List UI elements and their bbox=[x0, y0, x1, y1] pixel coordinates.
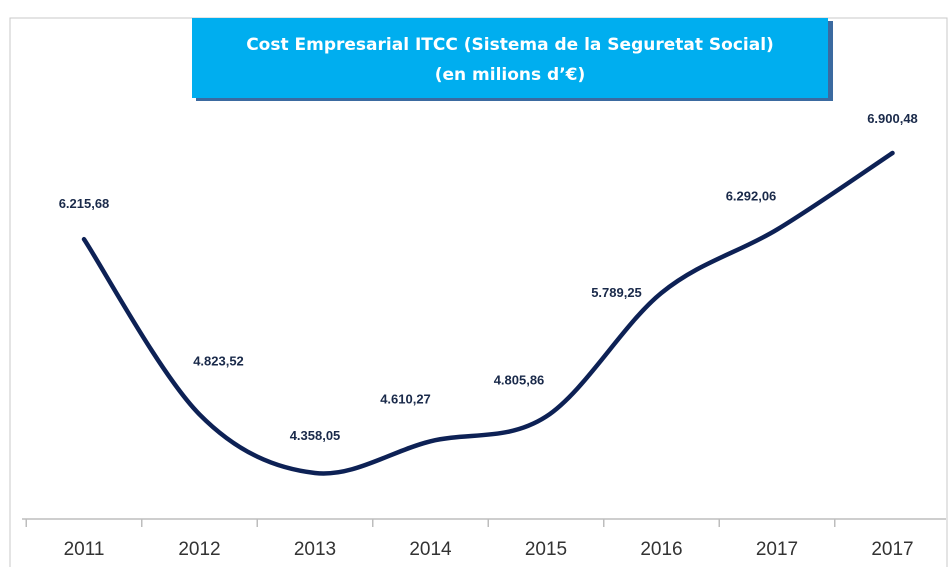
title-box bbox=[192, 18, 828, 98]
x-tick-label: 2012 bbox=[178, 539, 220, 560]
chart-subtitle: (en milions d’€) bbox=[435, 65, 586, 85]
data-label: 4.610,27 bbox=[380, 391, 431, 406]
x-tick-label: 2017 bbox=[756, 539, 798, 560]
data-label: 4.823,52 bbox=[193, 353, 244, 368]
data-label: 6.215,68 bbox=[59, 196, 110, 211]
data-label: 4.358,05 bbox=[290, 428, 341, 443]
line bbox=[81, 150, 895, 476]
chart-frame bbox=[9, 17, 948, 567]
x-tick-label: 2015 bbox=[525, 539, 567, 560]
data-label: 6.900,48 bbox=[867, 111, 918, 126]
data-label: 4.805,86 bbox=[494, 373, 545, 388]
data-label: 5.789,25 bbox=[591, 285, 642, 300]
x-tick-label: 2014 bbox=[409, 539, 452, 560]
x-tick-label: 2017 bbox=[871, 539, 913, 560]
x-tick-label: 2013 bbox=[294, 539, 336, 560]
chart-title: Cost Empresarial ITCC (Sistema de la Seg… bbox=[246, 35, 774, 55]
x-tick-label: 2016 bbox=[640, 539, 682, 560]
data-label: 6.292,06 bbox=[726, 189, 777, 204]
x-tick-label: 2011 bbox=[64, 539, 105, 560]
